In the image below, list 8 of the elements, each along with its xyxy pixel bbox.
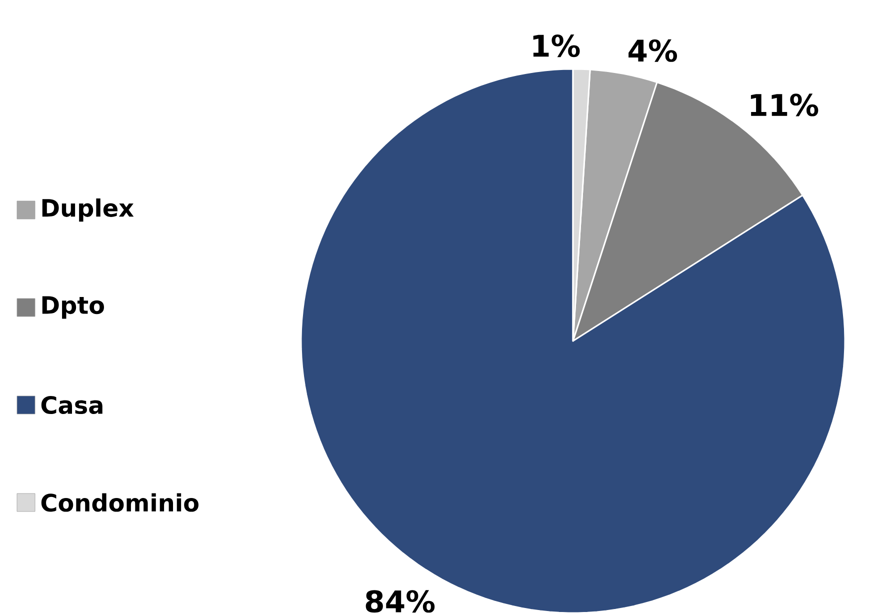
legend-label: Dpto [42, 296, 104, 319]
data-label: 84% [366, 590, 435, 613]
legend-label: Duplex [42, 198, 134, 222]
legend-label: Condominio [41, 493, 198, 512]
data-label: 4% [628, 39, 678, 62]
legend-label: Casa [41, 396, 102, 414]
data-label: 1% [533, 34, 580, 58]
data-label: 11% [750, 94, 818, 116]
